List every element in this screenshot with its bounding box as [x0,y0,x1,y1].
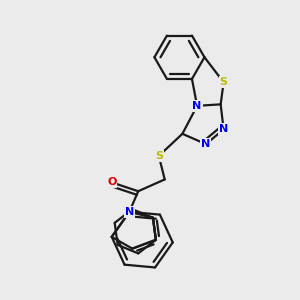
Text: S: S [155,151,163,161]
Text: O: O [107,177,116,188]
Text: N: N [219,124,228,134]
Text: N: N [125,207,134,217]
Text: N: N [201,139,211,149]
Text: N: N [193,101,202,111]
Text: S: S [220,77,228,87]
